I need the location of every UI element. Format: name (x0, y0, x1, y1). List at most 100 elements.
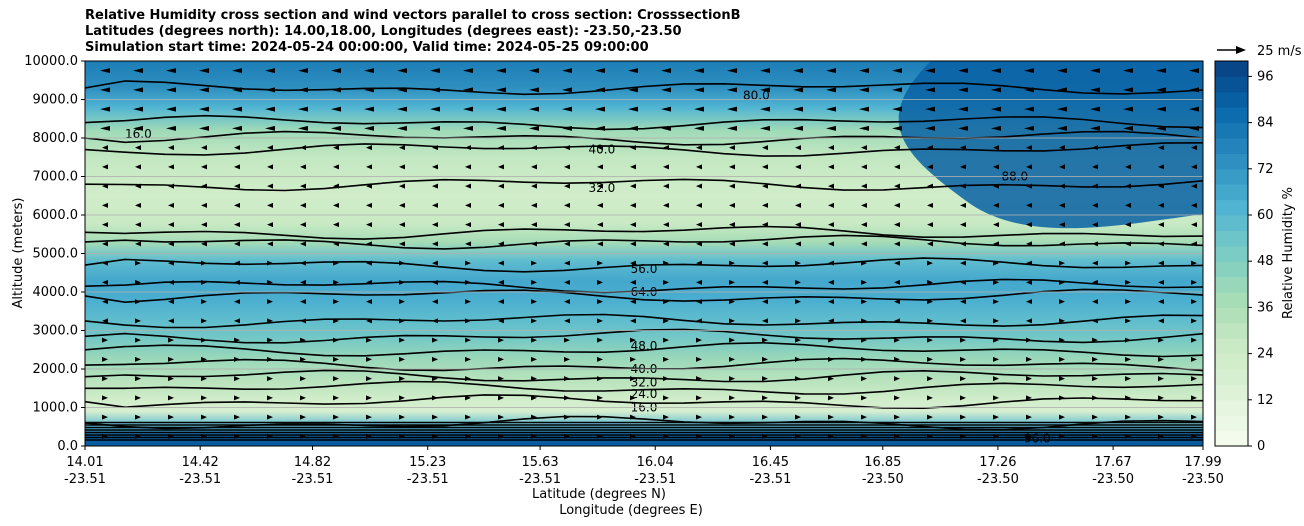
wind-arrow (1191, 395, 1197, 401)
wind-arrow (1158, 433, 1164, 439)
wind-arrow (793, 106, 803, 112)
wind-arrow (993, 222, 999, 228)
wind-arrow (630, 318, 636, 324)
wind-arrow (168, 260, 174, 266)
wind-arrow (133, 68, 143, 74)
wind-arrow (663, 356, 669, 362)
wind-arrow (993, 337, 999, 343)
wind-arrow (958, 68, 968, 74)
wind-arrow (1024, 87, 1034, 93)
wind-arrow (102, 414, 108, 420)
wind-arrow (661, 125, 671, 131)
x-tick-label-lat: 14.82 (294, 455, 331, 470)
wind-arrow (267, 414, 273, 420)
wind-arrow (201, 145, 207, 151)
wind-arrow (894, 164, 900, 170)
wind-arrow (630, 145, 636, 151)
wind-arrow (201, 164, 207, 170)
wind-arrow (298, 68, 308, 74)
wind-arrow (366, 318, 372, 324)
wind-arrow (232, 68, 242, 74)
wind-arrow (1158, 376, 1164, 382)
wind-arrow (1057, 68, 1067, 74)
wind-arrow (399, 202, 405, 208)
wind-arrow (1158, 395, 1164, 401)
wind-arrow (564, 260, 570, 266)
wind-arrow (828, 145, 834, 151)
wind-arrow (465, 299, 471, 305)
wind-arrow (234, 376, 240, 382)
wind-arrow (333, 260, 339, 266)
wind-arrow (661, 68, 671, 74)
wind-arrow (366, 164, 372, 170)
colorbar-swatch (1215, 138, 1248, 154)
wind-arrow (1125, 376, 1131, 382)
colorbar-swatch (1215, 153, 1248, 170)
wind-arrow (1156, 68, 1166, 74)
wind-arrow (828, 164, 834, 170)
wind-arrow (168, 183, 174, 189)
wind-arrow (234, 202, 240, 208)
wind-arrow (795, 145, 801, 151)
wind-arrow (1024, 68, 1034, 74)
wind-arrow (993, 376, 999, 382)
wind-arrow (762, 145, 768, 151)
wind-arrow (135, 202, 141, 208)
wind-arrow (496, 68, 506, 74)
wind-arrow (762, 241, 768, 247)
wind-arrow (958, 87, 968, 93)
y-tick-label: 4000.0 (33, 285, 79, 300)
wind-arrow (861, 337, 867, 343)
wind-arrow (333, 414, 339, 420)
wind-vectors (100, 68, 1199, 439)
wind-arrow (1189, 87, 1199, 93)
wind-arrow (925, 106, 935, 112)
wind-arrow (531, 260, 537, 266)
wind-arrow (366, 337, 372, 343)
contour-line (85, 313, 1203, 329)
wind-arrow (399, 183, 405, 189)
wind-arrow (694, 68, 704, 74)
y-tick-label: 0.0 (57, 439, 78, 454)
x-tick-label-lat: 16.85 (864, 455, 901, 470)
wind-arrow (531, 395, 537, 401)
wind-arrow (1158, 145, 1164, 151)
wind-arrow (498, 183, 504, 189)
wind-arrow (1059, 183, 1065, 189)
quiver-key: 25 m/s (1217, 44, 1302, 59)
colorbar-swatch (1215, 168, 1248, 185)
wind-arrow (102, 356, 108, 362)
wind-arrow (102, 376, 108, 382)
wind-arrow (1026, 433, 1032, 439)
title-line-3: Simulation start time: 2024-05-24 00:00:… (85, 40, 649, 55)
wind-arrow (1158, 337, 1164, 343)
wind-arrow (894, 279, 900, 285)
wind-arrow (993, 164, 999, 170)
wind-arrow (1158, 222, 1164, 228)
wind-arrow (102, 145, 108, 151)
wind-arrow (1092, 299, 1098, 305)
wind-arrow (531, 376, 537, 382)
colorbar-swatch (1215, 292, 1248, 308)
wind-arrow (1026, 395, 1032, 401)
contour-label: 96.0 (1024, 431, 1051, 445)
x-tick-label-lon: -23.50 (862, 472, 904, 487)
wind-arrow (1092, 260, 1098, 266)
wind-arrow (663, 279, 669, 285)
wind-arrow (762, 279, 768, 285)
x-axis-label-latitude: Latitude (degrees N) (532, 487, 666, 502)
wind-arrow (1158, 241, 1164, 247)
wind-arrow (265, 125, 275, 131)
wind-arrow (529, 125, 539, 131)
x-tick-label-lat: 17.67 (1094, 455, 1131, 470)
wind-arrow (531, 318, 537, 324)
wind-arrow (597, 260, 603, 266)
wind-arrow (531, 145, 537, 151)
wind-arrow (628, 125, 638, 131)
wind-arrow (1125, 356, 1131, 362)
wind-arrow (727, 106, 737, 112)
wind-arrow (696, 241, 702, 247)
wind-arrow (430, 106, 440, 112)
wind-arrow (135, 299, 141, 305)
